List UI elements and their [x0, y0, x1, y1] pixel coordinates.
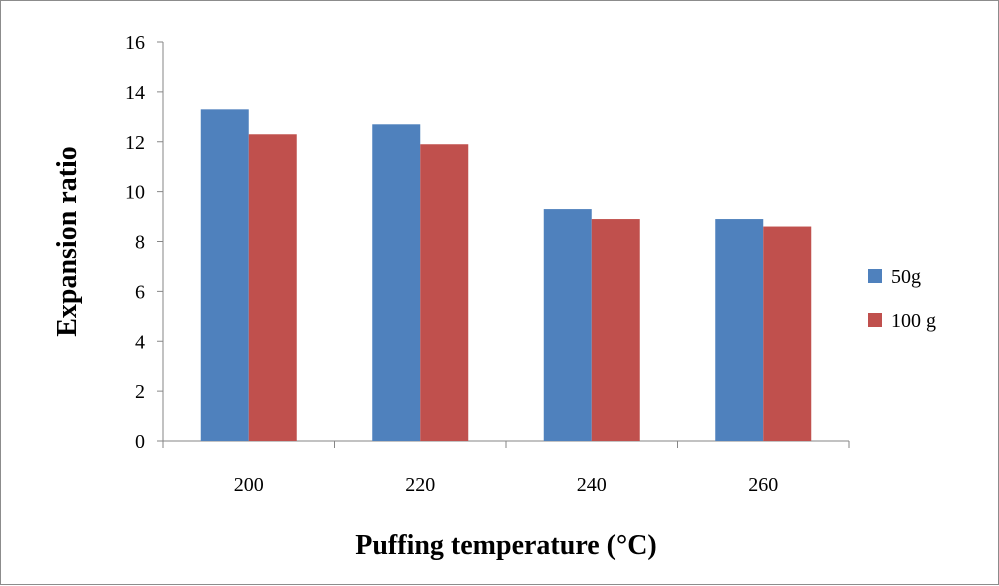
legend: 50g 100 g — [868, 266, 936, 332]
y-tick-label: 14 — [125, 82, 145, 104]
legend-label: 50g — [891, 266, 921, 288]
y-tick-label: 16 — [125, 32, 145, 54]
y-tick-label: 4 — [135, 331, 145, 353]
y-axis-title: Expansion ratio — [52, 146, 83, 337]
bar-100g-240 — [591, 219, 640, 441]
y-tick-label: 6 — [135, 281, 145, 303]
x-tick-label: 200 — [234, 474, 264, 496]
y-tick-labels: 0 2 4 6 8 10 12 14 16 — [125, 32, 145, 453]
legend-swatch — [868, 269, 882, 283]
x-tick-label: 240 — [577, 474, 607, 496]
y-tick-label: 2 — [135, 381, 145, 403]
bar-50g-240 — [543, 209, 592, 441]
bars — [200, 109, 812, 442]
bar-50g-200 — [200, 109, 249, 442]
y-tick-label: 12 — [125, 132, 145, 154]
bar-100g-260 — [763, 226, 812, 441]
bar-100g-200 — [248, 134, 297, 442]
y-tick-label: 10 — [125, 182, 145, 204]
bar-50g-260 — [715, 219, 764, 441]
legend-label: 100 g — [891, 310, 936, 332]
bar-50g-220 — [372, 124, 421, 441]
x-tick-label: 260 — [748, 474, 778, 496]
legend-swatch — [868, 313, 882, 327]
x-tick-label: 220 — [405, 474, 435, 496]
x-tick-labels: 200 220 240 260 — [234, 474, 779, 496]
bar-100g-220 — [420, 144, 469, 441]
x-axis-title: Puffing temperature (°C) — [355, 530, 657, 561]
y-tick-label: 8 — [135, 232, 145, 254]
y-tick-label: 0 — [135, 431, 145, 453]
